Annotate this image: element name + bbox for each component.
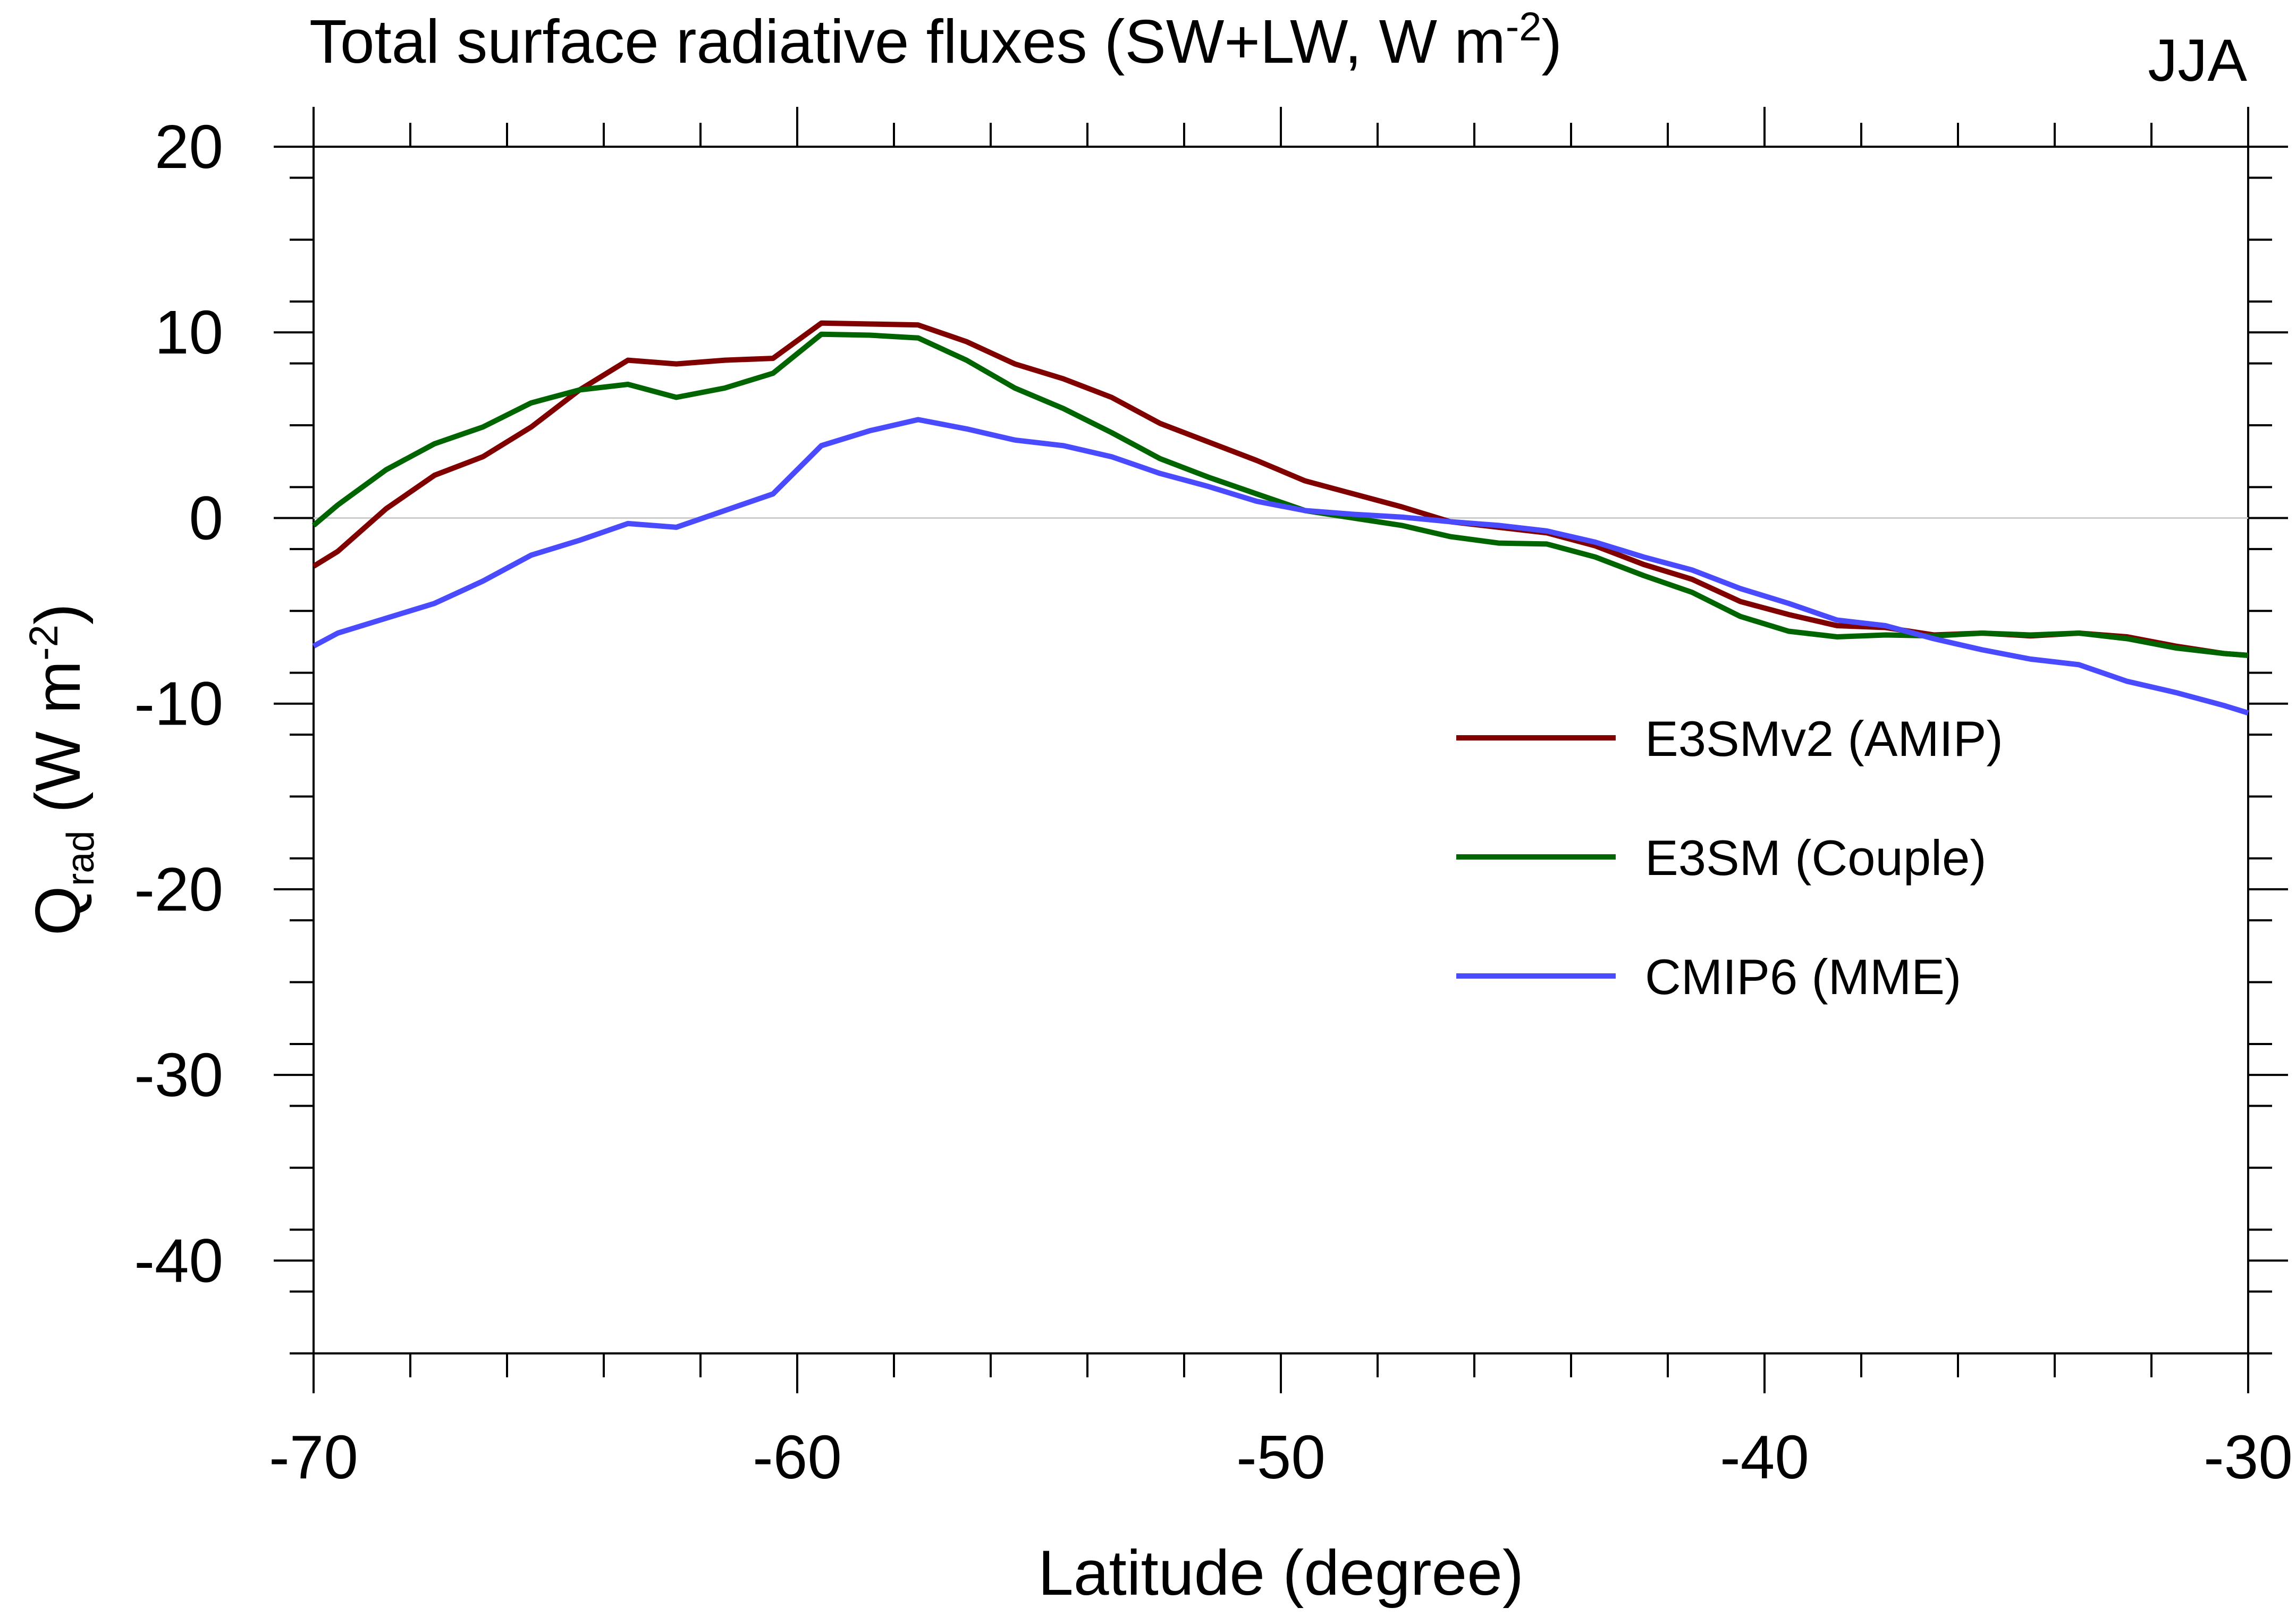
legend-label: E3SM (Couple) xyxy=(1645,830,1987,886)
series-line xyxy=(312,417,2249,716)
y-tick-label: 10 xyxy=(155,298,223,367)
legend-label: CMIP6 (MME) xyxy=(1645,949,1961,1005)
series-line xyxy=(312,320,2249,658)
legend-label: E3SMv2 (AMIP) xyxy=(1645,711,2003,767)
y-tick-label: -40 xyxy=(134,1226,223,1295)
y-tick-label: -30 xyxy=(134,1040,223,1109)
legend: E3SMv2 (AMIP) E3SM (Couple) CMIP6 (MME) xyxy=(1456,711,2003,1005)
y-axis-title-close: ) xyxy=(22,603,94,625)
y-tick-label: -10 xyxy=(134,669,223,738)
series-lines xyxy=(311,320,2249,716)
x-tick-label: -60 xyxy=(753,1423,842,1492)
y-axis-title: Qrad (W m-2) xyxy=(21,603,102,936)
y-axis-title-main: Q xyxy=(22,886,94,936)
season-label: JJA xyxy=(2148,27,2247,94)
y-tick-label: 20 xyxy=(155,112,223,181)
x-tick-label: -70 xyxy=(269,1423,358,1492)
title-superscript: -2 xyxy=(1506,4,1542,49)
x-tick-label: -50 xyxy=(1236,1423,1326,1492)
x-tick-labels: -70 -60 -50 -40 -30 xyxy=(269,1423,2293,1492)
y-tick-label: -20 xyxy=(134,855,223,924)
series-line xyxy=(311,331,2249,658)
y-axis-title-superscript: -2 xyxy=(21,625,66,661)
y-axis-title-subscript: rad xyxy=(60,831,102,886)
title-close: ) xyxy=(1541,7,1562,76)
y-axis-title-units: (W m xyxy=(22,661,94,831)
x-tick-label: -30 xyxy=(2204,1423,2293,1492)
y-tick-label: 0 xyxy=(189,483,223,552)
x-tick-label: -40 xyxy=(1720,1423,1809,1492)
y-tick-labels: 20 10 0 -10 -20 -30 -40 xyxy=(134,112,223,1295)
axis-ticks xyxy=(274,107,2288,1393)
x-axis-title: Latitude (degree) xyxy=(1038,1537,1524,1609)
chart-title: Total surface radiative fluxes (SW+LW, W… xyxy=(309,4,1562,76)
